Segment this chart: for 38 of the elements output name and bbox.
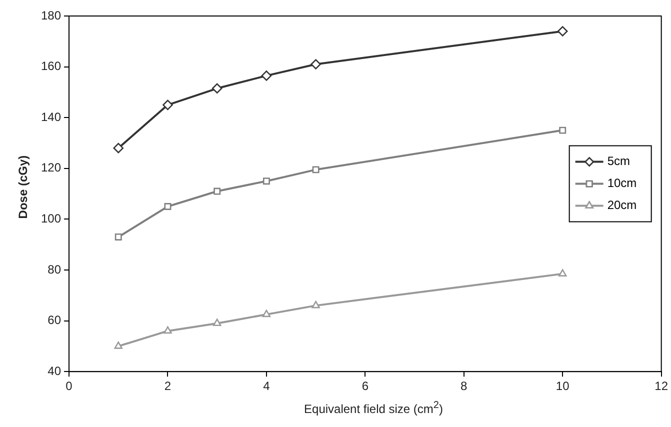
point bbox=[164, 326, 172, 334]
y-tick-label: 180 bbox=[40, 8, 62, 22]
point bbox=[212, 83, 222, 94]
point bbox=[557, 26, 568, 36]
point bbox=[312, 166, 320, 174]
point bbox=[312, 300, 320, 308]
point bbox=[164, 203, 172, 210]
point bbox=[558, 269, 567, 276]
legend-label: 5cm bbox=[607, 154, 630, 168]
point bbox=[559, 126, 566, 134]
x-tick-label: 12 bbox=[654, 379, 668, 394]
x-tick-label: 8 bbox=[460, 379, 468, 394]
point bbox=[114, 234, 122, 240]
x-tick-label: 4 bbox=[263, 379, 270, 394]
y-tick-label: 40 bbox=[48, 364, 62, 378]
point bbox=[214, 188, 221, 195]
point bbox=[162, 100, 173, 110]
x-tick-label: 0 bbox=[66, 379, 73, 394]
point bbox=[212, 318, 222, 326]
y-tick-label: 100 bbox=[40, 212, 62, 226]
y-tick-label: 140 bbox=[40, 110, 62, 124]
point bbox=[114, 342, 122, 349]
point bbox=[310, 59, 321, 70]
y-tick-label: 160 bbox=[40, 59, 62, 74]
point bbox=[262, 310, 271, 318]
legend-label: 10cm bbox=[607, 176, 637, 190]
x-axis-title: Equivalent field size (cm$^{2}$) bbox=[303, 400, 444, 416]
y-axis-title: Dose (cGy) bbox=[16, 154, 30, 221]
y-tick-label: 60 bbox=[48, 313, 62, 328]
y-tick-label: 120 bbox=[40, 160, 62, 175]
x-tick-label: 6 bbox=[362, 379, 369, 394]
point bbox=[113, 142, 124, 154]
point bbox=[261, 70, 272, 81]
x-tick-label: 10 bbox=[556, 379, 570, 394]
x-tick-label: 2 bbox=[164, 379, 172, 394]
y-tick-label: 80 bbox=[48, 262, 62, 276]
legend-label: 20cm bbox=[607, 198, 637, 212]
point bbox=[262, 178, 270, 185]
